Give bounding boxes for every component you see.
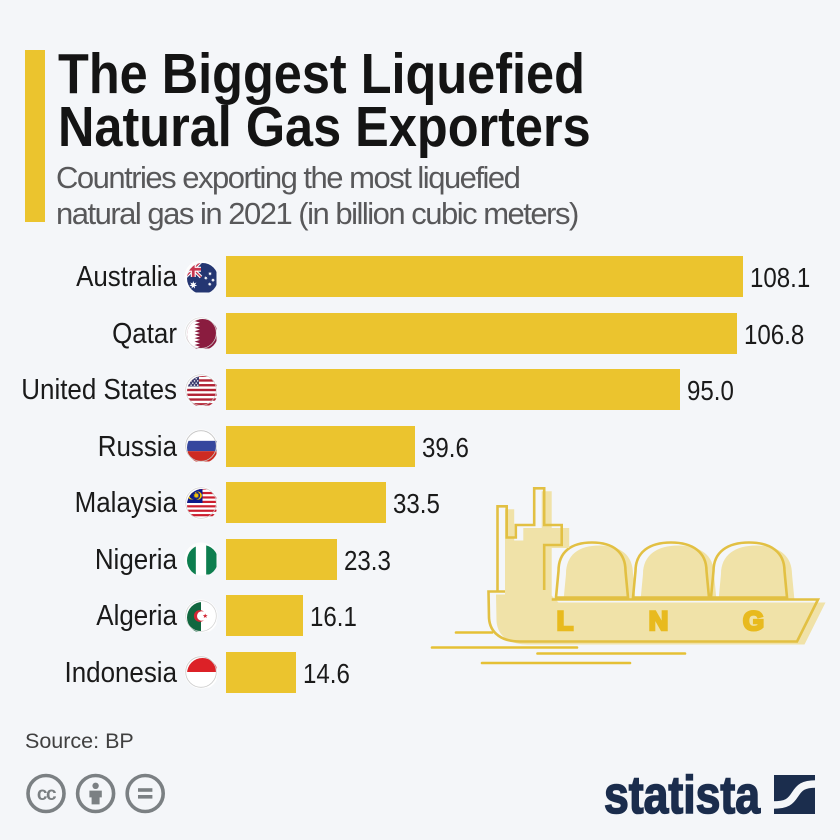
svg-text:cc: cc [37,784,57,805]
svg-text:L: L [557,606,574,636]
svg-text:N: N [649,606,669,636]
svg-text:statista: statista [604,766,760,825]
svg-text:G: G [743,606,764,636]
